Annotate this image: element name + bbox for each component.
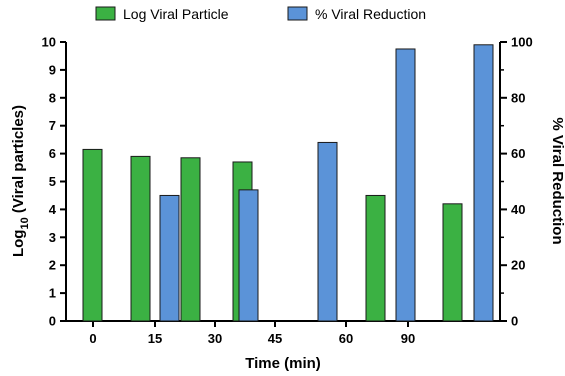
bar-viral-reduction-15 — [159, 194, 180, 322]
bar-log-viral-particle-90 — [442, 203, 463, 322]
legend-label-viral-reduction: % Viral Reduction — [315, 6, 426, 22]
right-axis-title: % Viral Reduction — [549, 117, 565, 244]
legend-swatch-log-viral-particle — [95, 6, 116, 21]
x-tick-label: 45 — [268, 331, 282, 346]
left-axis-title-log: Log — [10, 230, 27, 258]
right-tick-label: 60 — [511, 146, 525, 161]
right-tick-label: 100 — [511, 35, 533, 50]
bar-viral-reduction-30 — [238, 189, 259, 322]
bar-log-viral-particle-0 — [82, 148, 103, 322]
left-tick-label: 4 — [49, 202, 57, 217]
legend-swatch-viral-reduction — [287, 6, 308, 21]
left-tick-label: 9 — [49, 62, 56, 77]
left-tick-label: 5 — [49, 174, 56, 189]
axes — [65, 42, 501, 322]
x-ticks: 0 15 30 45 60 90 — [89, 321, 415, 346]
left-tick-label: 3 — [49, 230, 56, 245]
x-tick-label: 30 — [208, 331, 222, 346]
left-axis-title-subscript: 10 — [19, 217, 31, 229]
x-tick-label: 60 — [339, 331, 353, 346]
bar-viral-reduction-60 — [395, 48, 416, 322]
bar-log-viral-particle-15 — [130, 155, 151, 322]
right-ticks: 0 20 40 60 80 100 — [500, 35, 533, 329]
right-tick-label: 0 — [511, 314, 518, 329]
left-ticks: 0 1 2 3 4 5 6 7 8 9 10 — [42, 35, 66, 329]
legend-label-log-viral-particle: Log Viral Particle — [123, 6, 229, 22]
left-tick-label: 1 — [49, 286, 56, 301]
left-axis-title: Log10 (Viral particles) — [10, 105, 31, 257]
right-tick-label: 80 — [511, 90, 525, 105]
right-tick-label: 20 — [511, 258, 525, 273]
x-tick-label: 0 — [89, 331, 96, 346]
left-tick-label: 7 — [49, 118, 56, 133]
x-tick-label: 90 — [401, 331, 415, 346]
bar-log-viral-particle-30 — [180, 157, 201, 322]
bar-log-viral-particle-60 — [365, 194, 386, 322]
bar-viral-reduction-45 — [317, 141, 338, 322]
legend: Log Viral Particle % Viral Reduction — [95, 6, 426, 22]
x-axis-title: Time (min) — [245, 355, 321, 372]
left-tick-label: 6 — [49, 146, 56, 161]
bar-viral-reduction-90 — [473, 44, 494, 322]
x-tick-label: 15 — [148, 331, 162, 346]
left-tick-label: 8 — [49, 90, 56, 105]
left-tick-label: 0 — [49, 314, 56, 329]
left-tick-label: 2 — [49, 258, 56, 273]
left-tick-label: 10 — [42, 35, 56, 50]
left-axis-title-rest: (Viral particles) — [10, 105, 27, 217]
right-tick-label: 40 — [511, 202, 525, 217]
bars — [82, 44, 494, 322]
